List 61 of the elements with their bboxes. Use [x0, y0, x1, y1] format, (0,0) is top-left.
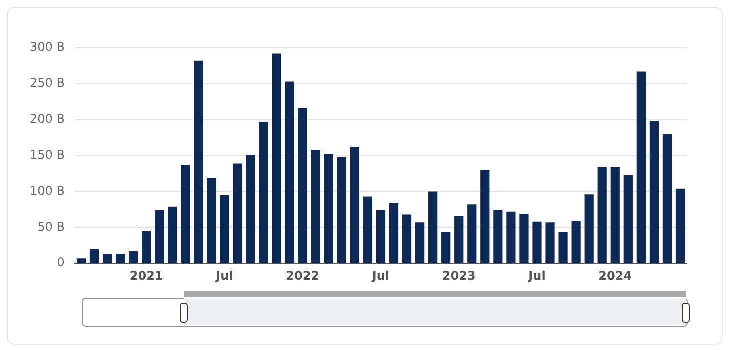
y-tick-label: 100 B: [30, 184, 65, 198]
y-tick-label: 250 B: [30, 76, 65, 90]
bar: [442, 232, 451, 264]
bar: [102, 254, 112, 264]
bar: [376, 210, 386, 264]
bar: [311, 150, 320, 264]
bar: [610, 167, 620, 264]
bar: [128, 251, 138, 264]
bar: [142, 231, 152, 264]
bar: [155, 210, 164, 264]
y-tick-label: 0: [57, 256, 65, 270]
bar: [76, 258, 86, 264]
bar: [636, 72, 646, 264]
bar: [415, 222, 425, 264]
x-tick-label: Jul: [215, 268, 234, 283]
bar: [168, 206, 178, 264]
bar: [624, 175, 633, 264]
bar: [428, 192, 438, 264]
y-tick-label: 150 B: [30, 148, 65, 162]
x-tick-label: 2024: [598, 268, 632, 283]
bar: [468, 204, 477, 264]
bar: [194, 60, 204, 264]
bar: [532, 222, 542, 264]
bar: [220, 195, 230, 264]
bar: [494, 210, 503, 264]
bar: [558, 232, 568, 264]
bar: [662, 134, 672, 264]
bar: [480, 170, 490, 264]
bar: [598, 167, 607, 264]
bar: [650, 121, 659, 264]
bar: [337, 157, 346, 264]
x-tick-label: 2022: [286, 268, 320, 283]
bar: [584, 194, 594, 264]
bar: [402, 214, 412, 264]
x-tick-label: 2023: [442, 268, 476, 283]
bar: [520, 214, 529, 264]
bar: [546, 222, 555, 264]
bar: [572, 221, 581, 264]
bar: [285, 82, 294, 264]
x-tick-label: 2021: [130, 268, 164, 283]
bar: [207, 178, 216, 264]
bar: [298, 108, 308, 264]
bar: [181, 165, 190, 264]
bar: [246, 155, 256, 264]
x-tick-label: Jul: [371, 268, 390, 283]
y-tick-label: 200 B: [30, 112, 65, 126]
bar: [90, 249, 100, 264]
bar: [272, 54, 282, 264]
y-tick-label: 50 B: [38, 220, 65, 234]
bar: [506, 212, 516, 264]
bar: [454, 216, 464, 264]
bar: [233, 164, 242, 264]
bar: [676, 188, 686, 264]
bar: [350, 147, 360, 264]
x-tick-label: Jul: [528, 268, 546, 283]
bar: [259, 122, 268, 264]
bar: [389, 203, 399, 264]
bar: [116, 254, 126, 264]
bar: [324, 154, 334, 264]
bar: [363, 196, 373, 264]
y-tick-label: 300 B: [30, 40, 65, 54]
